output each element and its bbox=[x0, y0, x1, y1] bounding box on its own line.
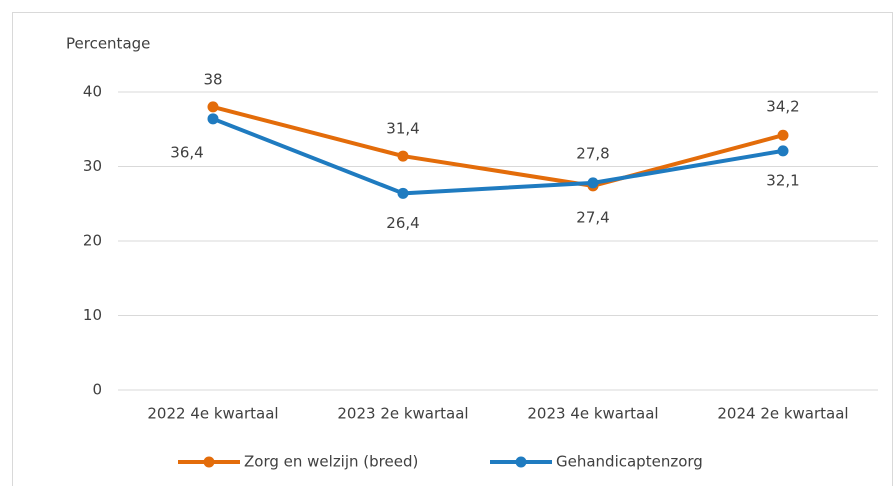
x-tick-label: 2023 2e kwartaal bbox=[337, 405, 468, 423]
y-axis-label: Percentage bbox=[66, 35, 150, 53]
legend-marker bbox=[203, 456, 215, 468]
data-label: 26,4 bbox=[386, 214, 419, 232]
data-label: 32,1 bbox=[766, 171, 799, 189]
data-point bbox=[777, 129, 789, 141]
y-tick-label: 30 bbox=[83, 157, 102, 175]
data-label: 31,4 bbox=[386, 120, 419, 138]
legend-marker bbox=[515, 456, 527, 468]
x-tick-label: 2023 4e kwartaal bbox=[527, 405, 658, 423]
data-label: 34,2 bbox=[766, 98, 799, 116]
data-point bbox=[777, 145, 789, 157]
data-point bbox=[397, 150, 409, 162]
y-tick-label: 10 bbox=[83, 306, 102, 324]
y-tick-label: 40 bbox=[83, 83, 102, 101]
data-point bbox=[207, 113, 219, 125]
series-line bbox=[212, 116, 784, 196]
data-label: 38 bbox=[203, 70, 222, 88]
data-label: 27,4 bbox=[576, 208, 609, 226]
data-label: 27,8 bbox=[576, 144, 609, 162]
y-tick-label: 0 bbox=[92, 381, 102, 399]
chart-frame bbox=[12, 12, 893, 486]
y-tick-label: 20 bbox=[83, 232, 102, 250]
legend-label: Zorg en welzijn (breed) bbox=[244, 453, 418, 471]
data-point bbox=[397, 187, 409, 199]
x-tick-label: 2022 4e kwartaal bbox=[147, 405, 278, 423]
data-label: 36,4 bbox=[170, 143, 203, 161]
legend-label: Gehandicaptenzorg bbox=[556, 453, 703, 471]
series-line bbox=[212, 104, 784, 188]
data-point bbox=[587, 177, 599, 189]
x-tick-label: 2024 2e kwartaal bbox=[717, 405, 848, 423]
data-point bbox=[207, 101, 219, 113]
